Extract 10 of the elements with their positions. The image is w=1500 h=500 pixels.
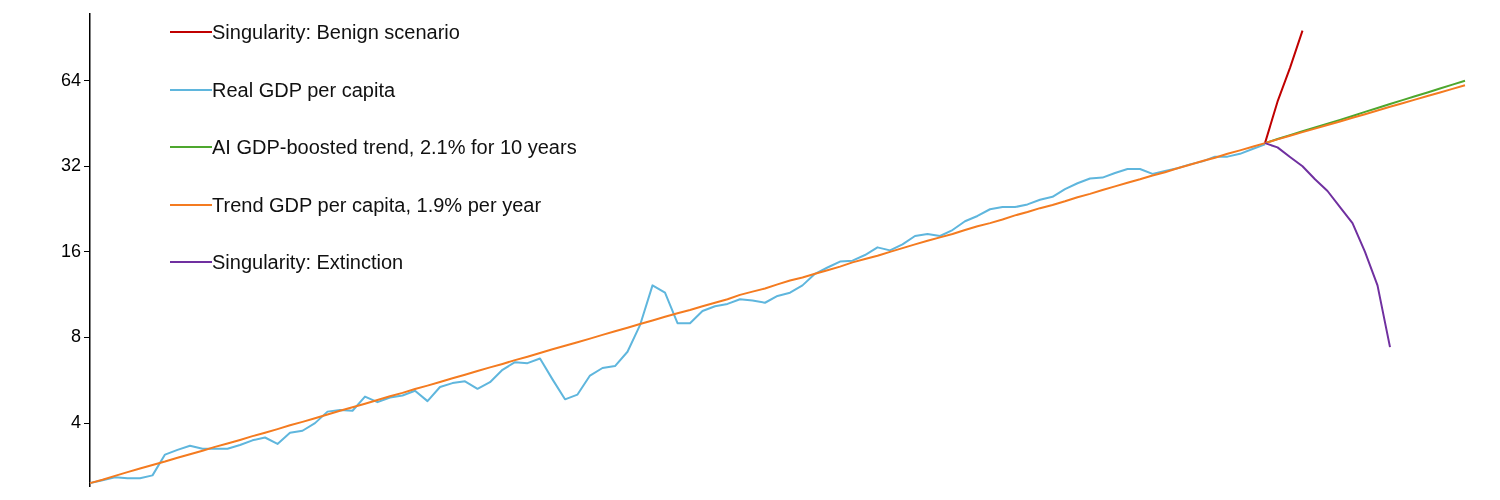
y-tick-label: 32 — [60, 155, 81, 176]
y-tick-label: 64 — [60, 69, 81, 90]
legend-label: Singularity: Benign scenario — [212, 20, 460, 45]
legend-label: Real GDP per capita — [212, 77, 396, 103]
legend-label: Singularity: Extinction — [212, 250, 404, 275]
legend-label: Trend GDP per capita, 1.9% per year — [212, 192, 542, 218]
legend-label: AI GDP-boosted trend, 2.1% for 10 years — [212, 135, 577, 160]
y-tick-label: 8 — [70, 326, 81, 347]
y-tick-label: 4 — [70, 412, 81, 433]
y-tick-label: 16 — [60, 240, 81, 261]
